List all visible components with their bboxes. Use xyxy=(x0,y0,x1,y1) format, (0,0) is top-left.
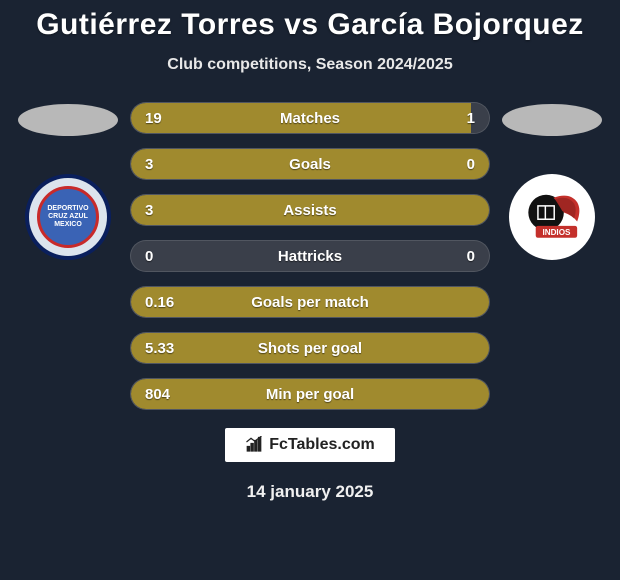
stat-label: Shots per goal xyxy=(258,340,362,357)
club-logo-left: DEPORTIVO CRUZ AZUL MEXICO xyxy=(25,174,111,260)
stat-row: 5.33 Shots per goal xyxy=(130,332,490,364)
player-left-column: DEPORTIVO CRUZ AZUL MEXICO xyxy=(18,102,118,260)
stat-value-right: 0 xyxy=(467,248,475,265)
brand-text: FcTables.com xyxy=(269,436,375,454)
stat-row: 3 Goals 0 xyxy=(130,148,490,180)
stat-value-left: 19 xyxy=(145,110,162,127)
stat-value-left: 804 xyxy=(145,386,170,403)
stat-value-left: 0 xyxy=(145,248,153,265)
footer: FcTables.com 14 january 2025 xyxy=(0,428,620,502)
stat-row: 804 Min per goal xyxy=(130,378,490,410)
club-logo-left-text: DEPORTIVO CRUZ AZUL MEXICO xyxy=(37,186,99,248)
stat-value-left: 5.33 xyxy=(145,340,174,357)
stat-value-right: 0 xyxy=(467,156,475,173)
comparison-main: DEPORTIVO CRUZ AZUL MEXICO 19 Matches 1 3 Go… xyxy=(0,102,620,410)
stat-label: Assists xyxy=(283,202,336,219)
stat-label: Goals xyxy=(289,156,331,173)
brand-badge: FcTables.com xyxy=(225,428,395,462)
comparison-card: Gutiérrez Torres vs García Bojorquez Clu… xyxy=(0,0,620,580)
stats-list: 19 Matches 1 3 Goals 0 3 Assists 0 Hattricks 0 0.16… xyxy=(130,102,490,410)
stat-label: Matches xyxy=(280,110,340,127)
comparison-title: Gutiérrez Torres vs García Bojorquez xyxy=(0,8,620,42)
stat-value-left: 0.16 xyxy=(145,294,174,311)
player-right-avatar xyxy=(502,104,602,136)
stat-value-right: 1 xyxy=(467,110,475,127)
stat-label: Goals per match xyxy=(251,294,369,311)
player-left-avatar xyxy=(18,104,118,136)
stat-row: 19 Matches 1 xyxy=(130,102,490,134)
comparison-subtitle: Club competitions, Season 2024/2025 xyxy=(0,56,620,74)
chart-icon xyxy=(245,436,263,454)
club-logo-right: INDIOS xyxy=(509,174,595,260)
player-right-column: INDIOS xyxy=(502,102,602,260)
stat-row: 0.16 Goals per match xyxy=(130,286,490,318)
indios-logo-icon: INDIOS xyxy=(515,180,589,254)
stat-label: Min per goal xyxy=(266,386,354,403)
date-label: 14 january 2025 xyxy=(247,482,374,502)
stat-label: Hattricks xyxy=(278,248,342,265)
stat-value-left: 3 xyxy=(145,156,153,173)
stat-row: 3 Assists xyxy=(130,194,490,226)
stat-value-left: 3 xyxy=(145,202,153,219)
stat-row: 0 Hattricks 0 xyxy=(130,240,490,272)
svg-text:INDIOS: INDIOS xyxy=(542,228,571,237)
